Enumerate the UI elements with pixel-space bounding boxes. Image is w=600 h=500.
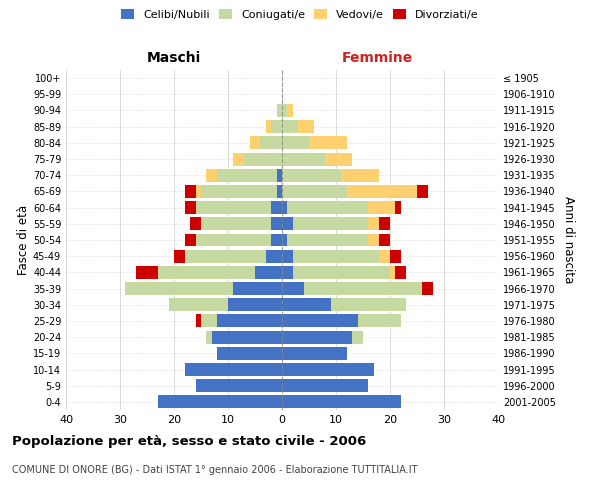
Bar — [379, 250, 390, 262]
Bar — [201, 218, 271, 230]
Bar — [293, 250, 379, 262]
Bar — [201, 185, 277, 198]
Legend: Celibi/Nubili, Coniugati/e, Vedovi/e, Divorziati/e: Celibi/Nubili, Coniugati/e, Vedovi/e, Di… — [118, 6, 482, 23]
Bar — [196, 201, 271, 214]
Bar — [217, 314, 282, 328]
Bar — [212, 330, 282, 344]
Bar — [341, 169, 379, 181]
Bar — [309, 136, 347, 149]
Bar — [185, 201, 196, 214]
Bar — [158, 396, 282, 408]
Bar — [266, 250, 282, 262]
Y-axis label: Fasce di età: Fasce di età — [17, 205, 30, 275]
Bar — [282, 347, 347, 360]
Bar — [277, 185, 282, 198]
Bar — [422, 282, 433, 295]
Bar — [368, 234, 379, 246]
Bar — [250, 136, 260, 149]
Bar — [244, 152, 282, 166]
Bar — [196, 234, 271, 246]
Bar — [190, 218, 201, 230]
Bar — [390, 250, 401, 262]
Bar — [390, 266, 395, 279]
Bar — [260, 136, 282, 149]
Bar — [185, 234, 196, 246]
Bar — [277, 104, 282, 117]
Bar — [379, 234, 390, 246]
Bar — [282, 120, 298, 133]
Bar — [228, 298, 282, 311]
Bar — [282, 136, 309, 149]
Bar — [282, 152, 325, 166]
Bar — [266, 120, 271, 133]
Bar — [282, 282, 304, 295]
Bar — [298, 120, 314, 133]
Bar — [331, 298, 406, 311]
Bar — [379, 218, 390, 230]
Bar — [196, 185, 201, 198]
Bar — [282, 396, 401, 408]
Bar — [206, 169, 217, 181]
Bar — [358, 314, 401, 328]
Bar — [196, 379, 282, 392]
Bar — [368, 201, 395, 214]
Text: Femmine: Femmine — [341, 51, 413, 65]
Bar — [282, 314, 358, 328]
Y-axis label: Anni di nascita: Anni di nascita — [562, 196, 575, 284]
Bar — [395, 201, 401, 214]
Bar — [206, 330, 212, 344]
Bar — [293, 266, 390, 279]
Bar — [282, 298, 331, 311]
Bar — [287, 201, 368, 214]
Bar — [217, 169, 277, 181]
Bar — [125, 282, 233, 295]
Text: Maschi: Maschi — [147, 51, 201, 65]
Bar — [417, 185, 428, 198]
Bar — [287, 104, 293, 117]
Text: Popolazione per età, sesso e stato civile - 2006: Popolazione per età, sesso e stato civil… — [12, 435, 366, 448]
Bar — [185, 250, 266, 262]
Bar — [185, 185, 196, 198]
Bar — [368, 218, 379, 230]
Bar — [185, 363, 282, 376]
Bar — [282, 250, 293, 262]
Bar — [282, 234, 287, 246]
Bar — [287, 234, 368, 246]
Bar — [217, 347, 282, 360]
Bar — [271, 218, 282, 230]
Bar — [169, 298, 228, 311]
Bar — [282, 185, 347, 198]
Bar — [282, 218, 293, 230]
Bar — [233, 282, 282, 295]
Bar — [136, 266, 158, 279]
Bar — [347, 185, 417, 198]
Bar — [395, 266, 406, 279]
Bar — [352, 330, 363, 344]
Bar — [271, 234, 282, 246]
Bar — [282, 363, 374, 376]
Bar — [277, 169, 282, 181]
Bar — [282, 201, 287, 214]
Bar — [255, 266, 282, 279]
Bar — [282, 330, 352, 344]
Bar — [282, 104, 287, 117]
Bar — [282, 379, 368, 392]
Bar — [233, 152, 244, 166]
Bar — [304, 282, 422, 295]
Bar — [201, 314, 217, 328]
Bar — [158, 266, 255, 279]
Text: COMUNE DI ONORE (BG) - Dati ISTAT 1° gennaio 2006 - Elaborazione TUTTITALIA.IT: COMUNE DI ONORE (BG) - Dati ISTAT 1° gen… — [12, 465, 418, 475]
Bar — [282, 169, 341, 181]
Bar — [196, 314, 201, 328]
Bar — [271, 201, 282, 214]
Bar — [271, 120, 282, 133]
Bar — [174, 250, 185, 262]
Bar — [293, 218, 368, 230]
Bar — [325, 152, 352, 166]
Bar — [282, 266, 293, 279]
